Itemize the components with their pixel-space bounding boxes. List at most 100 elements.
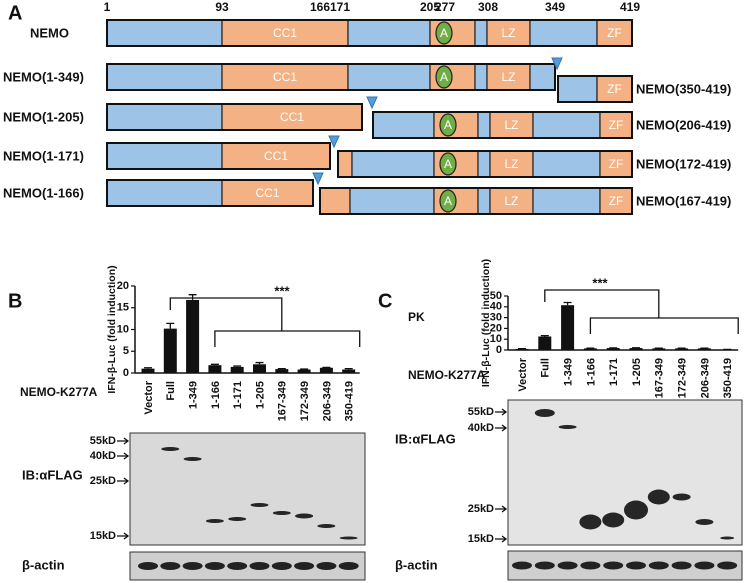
loading-label: β-actin bbox=[22, 557, 65, 572]
fragment-label: NEMO(350-419) bbox=[636, 81, 731, 96]
domain-label: LZ bbox=[504, 157, 518, 171]
band bbox=[695, 519, 714, 525]
y-tick-label: 50 bbox=[490, 290, 502, 302]
region bbox=[529, 63, 556, 91]
domain-label: CC1 bbox=[280, 110, 304, 124]
actin-band bbox=[160, 562, 181, 570]
domain-label: ZF bbox=[609, 194, 624, 208]
actin-band bbox=[717, 561, 738, 570]
region bbox=[106, 19, 223, 47]
band bbox=[183, 457, 202, 461]
domain bbox=[221, 142, 331, 170]
construct-outline bbox=[557, 75, 633, 103]
position-label: 166 bbox=[310, 0, 330, 14]
marker-arrow bbox=[495, 424, 508, 432]
actin-band bbox=[204, 562, 225, 570]
actin-band bbox=[227, 562, 248, 570]
construct-outline bbox=[372, 111, 633, 139]
x-tick-label: Full bbox=[540, 358, 552, 378]
construct-outline bbox=[106, 19, 633, 47]
bar bbox=[561, 305, 575, 350]
cleavage-marker bbox=[312, 172, 324, 186]
construct-outline bbox=[337, 150, 633, 178]
region bbox=[106, 179, 223, 207]
construct-outline bbox=[106, 103, 363, 131]
size-marker: 40kD bbox=[90, 450, 116, 462]
region bbox=[347, 19, 431, 47]
x-tick-label: 1-205 bbox=[254, 381, 266, 409]
domain-label: ZF bbox=[609, 157, 624, 171]
error-bar bbox=[166, 322, 175, 329]
bar bbox=[163, 328, 177, 373]
construct-outline bbox=[106, 63, 556, 91]
band bbox=[339, 536, 358, 540]
panel-label: A bbox=[8, 2, 22, 24]
annotation: PK bbox=[408, 310, 425, 324]
bar bbox=[275, 369, 289, 373]
size-marker: 25kD bbox=[468, 503, 494, 515]
domain-label: CC1 bbox=[264, 149, 288, 163]
marker-arrow bbox=[495, 408, 508, 416]
region bbox=[347, 63, 431, 91]
position-label: 308 bbox=[478, 0, 498, 14]
region bbox=[477, 150, 491, 178]
domain-label: A bbox=[440, 26, 448, 40]
x-tick-label: Vector bbox=[517, 357, 529, 391]
actin-band bbox=[648, 561, 669, 570]
bar bbox=[230, 366, 244, 373]
actin-band bbox=[294, 562, 315, 570]
actin-band bbox=[580, 561, 601, 570]
domain bbox=[337, 150, 353, 178]
significance-bracket bbox=[544, 289, 660, 318]
fragment-label: NEMO(172-419) bbox=[636, 156, 731, 171]
bar bbox=[606, 348, 620, 350]
construct-outline bbox=[106, 142, 331, 170]
x-tick-label: Vector bbox=[143, 380, 155, 414]
position-label: 1 bbox=[104, 0, 111, 14]
x-tick-label: 206-349 bbox=[699, 358, 711, 398]
domain bbox=[599, 111, 633, 139]
region bbox=[557, 75, 598, 103]
bar bbox=[652, 348, 666, 350]
size-marker: 55kD bbox=[90, 435, 116, 447]
error-bar bbox=[255, 361, 264, 365]
region bbox=[477, 187, 491, 215]
bar bbox=[629, 348, 643, 350]
significance-bracket bbox=[589, 317, 739, 334]
domain-label: LZ bbox=[504, 118, 518, 132]
y-tick-label: 10 bbox=[490, 333, 502, 345]
position-label: 277 bbox=[435, 0, 455, 14]
significance-label: *** bbox=[592, 275, 608, 290]
actin-band bbox=[249, 562, 270, 570]
region bbox=[532, 150, 601, 178]
band bbox=[205, 519, 224, 523]
actin-band bbox=[271, 562, 292, 570]
bar bbox=[538, 336, 552, 350]
construct-label: NEMO(1-171) bbox=[3, 148, 84, 163]
marker-arrow bbox=[117, 477, 130, 485]
domain-label: LZ bbox=[504, 194, 518, 208]
y-tick-label: 0 bbox=[123, 367, 129, 379]
domain-label: ZF bbox=[607, 26, 622, 40]
significance-bracket bbox=[214, 330, 361, 347]
region bbox=[106, 103, 223, 131]
bar bbox=[515, 348, 529, 350]
band bbox=[647, 489, 670, 505]
error-bar bbox=[344, 368, 353, 370]
actin-band bbox=[694, 561, 715, 570]
domain-label: A bbox=[440, 70, 448, 84]
domain-a-oval bbox=[435, 21, 453, 45]
x-tick-label: 172-349 bbox=[299, 381, 311, 421]
x-tick-label: 206-349 bbox=[321, 381, 333, 421]
y-tick-label: 20 bbox=[117, 280, 129, 292]
region bbox=[474, 19, 488, 47]
band bbox=[558, 425, 577, 429]
bar bbox=[675, 348, 689, 350]
band bbox=[317, 524, 336, 528]
position-label: 93 bbox=[215, 0, 229, 14]
actin-band bbox=[182, 562, 203, 570]
size-marker: 15kD bbox=[468, 533, 494, 545]
bar bbox=[297, 369, 311, 373]
domain-a-oval bbox=[439, 152, 457, 176]
marker-arrow bbox=[117, 452, 130, 460]
